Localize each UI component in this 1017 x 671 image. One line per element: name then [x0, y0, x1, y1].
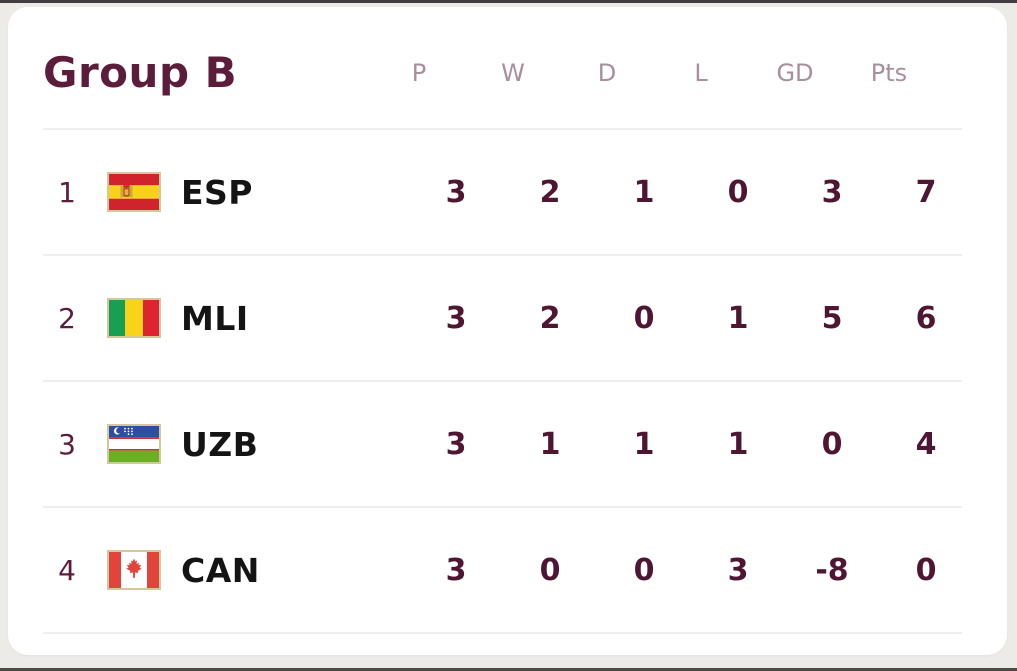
team-code: CAN: [181, 550, 260, 590]
position-number: 3: [58, 427, 76, 461]
table-row-esp[interactable]: 1 ESP 3 2 1: [8, 130, 1007, 254]
column-header-lost: L: [694, 58, 708, 87]
table-header-row: Group B P W D L GD Pts: [8, 7, 1007, 128]
stat-lost: 0: [727, 174, 749, 210]
group-title: Group B: [43, 48, 238, 97]
stat-points: 4: [915, 426, 937, 462]
row-divider: [43, 506, 962, 508]
stat-goal-difference: -8: [815, 552, 849, 588]
stat-won: 0: [539, 552, 561, 588]
row-divider: [43, 632, 962, 634]
stat-won: 1: [539, 426, 561, 462]
row-divider: [43, 380, 962, 382]
column-header-played: P: [411, 58, 427, 87]
stat-played: 3: [445, 552, 467, 588]
stat-drawn: 1: [633, 174, 655, 210]
team-code: ESP: [181, 172, 253, 212]
stat-drawn: 0: [633, 552, 655, 588]
row-divider: [43, 128, 962, 130]
group-standings-card: Group B P W D L GD Pts 1: [8, 7, 1007, 655]
stat-goal-difference: 0: [821, 426, 843, 462]
stat-goal-difference: 5: [821, 300, 843, 336]
stat-lost: 1: [727, 426, 749, 462]
position-number: 4: [58, 553, 76, 587]
table-row-can[interactable]: 4 CAN 3 0 0 3 -8 0: [8, 508, 1007, 632]
stat-drawn: 0: [633, 300, 655, 336]
stat-won: 2: [539, 174, 561, 210]
stat-goal-difference: 3: [821, 174, 843, 210]
maple-leaf: [126, 558, 142, 578]
column-header-won: W: [501, 58, 525, 87]
stat-lost: 3: [727, 552, 749, 588]
table-row-uzb[interactable]: 3 UZB: [8, 382, 1007, 506]
position-number: 2: [58, 301, 76, 335]
column-header-points: Pts: [870, 58, 908, 87]
team-code: UZB: [181, 424, 259, 464]
stat-drawn: 1: [633, 426, 655, 462]
stat-points: 7: [915, 174, 937, 210]
stat-points: 6: [915, 300, 937, 336]
column-header-goal-difference: GD: [776, 58, 814, 87]
uzbekistan-flag-icon: [107, 424, 161, 464]
mali-flag-icon: [107, 298, 161, 338]
row-divider: [43, 254, 962, 256]
table-row-mli[interactable]: 2 MLI 3 2 0 1 5 6: [8, 256, 1007, 380]
stat-won: 2: [539, 300, 561, 336]
column-header-drawn: D: [597, 58, 617, 87]
crescent-and-stars: [113, 427, 133, 436]
stat-points: 0: [915, 552, 937, 588]
stat-lost: 1: [727, 300, 749, 336]
stat-played: 3: [445, 426, 467, 462]
position-number: 1: [58, 175, 76, 209]
spain-flag-icon: [107, 172, 161, 212]
stat-played: 3: [445, 174, 467, 210]
stat-played: 3: [445, 300, 467, 336]
spain-coat-of-arms: [120, 185, 133, 198]
canada-flag-icon: [107, 550, 161, 590]
team-code: MLI: [181, 298, 249, 338]
